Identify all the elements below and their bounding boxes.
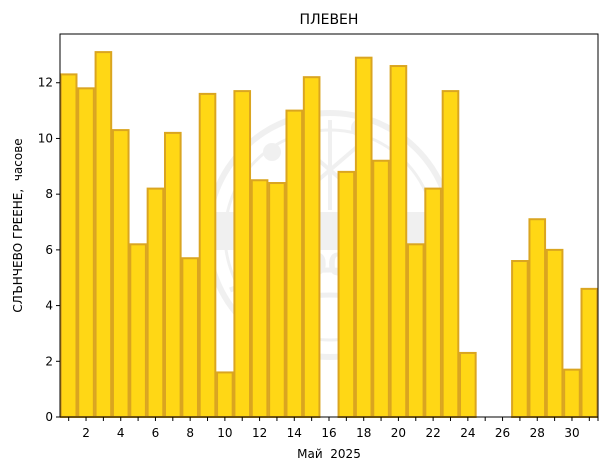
bar-day-15 (302, 76, 321, 418)
bar-day-7 (163, 131, 182, 418)
bars-group (59, 51, 599, 419)
y-tick-label: 8 (45, 187, 53, 201)
bar-day-6 (146, 187, 165, 418)
x-tick-label: 8 (186, 426, 194, 440)
bar-day-27 (511, 260, 529, 419)
bar-day-1 (59, 73, 78, 418)
x-axis-ticks: 2 4 6 8 10 12 14 16 18 20 22 24 26 28 30 (68, 417, 599, 440)
x-tick-label: 2 (82, 426, 90, 440)
bar-day-8 (181, 257, 199, 418)
bar-day-4 (111, 129, 130, 418)
bar-day-2 (77, 87, 95, 418)
bar-day-14 (285, 109, 304, 418)
y-tick-label: 0 (45, 410, 53, 424)
bar-day-9 (198, 92, 217, 419)
plot-frame (59, 33, 599, 418)
x-tick-label: 26 (495, 426, 510, 440)
bar-day-20 (389, 65, 408, 419)
x-tick-label: 6 (152, 426, 160, 440)
x-tick-label: 14 (287, 426, 302, 440)
x-axis-label: Май 2025 (297, 447, 361, 461)
bar-day-24 (459, 351, 477, 418)
x-tick-label: 22 (425, 426, 440, 440)
x-tick-label: 20 (391, 426, 406, 440)
bar-day-22 (424, 187, 442, 418)
chart-title: ПЛЕВЕН (300, 12, 359, 28)
bar-day-12 (250, 179, 269, 418)
y-axis-label: СЛЪНЧЕВО ГРЕЕНЕ, часове (11, 138, 25, 312)
y-tick-label: 2 (45, 354, 53, 368)
bar-day-13 (268, 182, 286, 418)
bar-day-29 (545, 248, 564, 418)
bar-day-28 (528, 218, 547, 418)
bar-day-5 (129, 243, 147, 418)
bar-day-17 (337, 170, 356, 418)
y-tick-label: 10 (38, 131, 53, 145)
bar-day-10 (216, 371, 234, 419)
y-axis-ticks: 0 2 4 6 8 10 12 (38, 76, 60, 424)
bar-day-30 (563, 368, 581, 419)
y-tick-label: 6 (45, 243, 53, 257)
bar-day-11 (233, 90, 252, 419)
bar-day-3 (94, 51, 113, 418)
bar-day-31 (580, 287, 599, 418)
y-tick-label: 4 (45, 299, 53, 313)
bar-day-21 (406, 243, 425, 418)
x-tick-label: 12 (252, 426, 267, 440)
x-tick-label: 4 (117, 426, 125, 440)
bar-day-23 (441, 90, 460, 419)
bar-day-19 (372, 159, 390, 418)
bar-day-18 (354, 56, 373, 419)
x-tick-label: 16 (321, 426, 336, 440)
x-tick-label: 28 (530, 426, 545, 440)
x-tick-label: 18 (356, 426, 371, 440)
x-tick-label: 10 (217, 426, 232, 440)
x-tick-label: 24 (460, 426, 475, 440)
y-tick-label: 12 (38, 76, 53, 90)
x-tick-label: 30 (564, 426, 579, 440)
